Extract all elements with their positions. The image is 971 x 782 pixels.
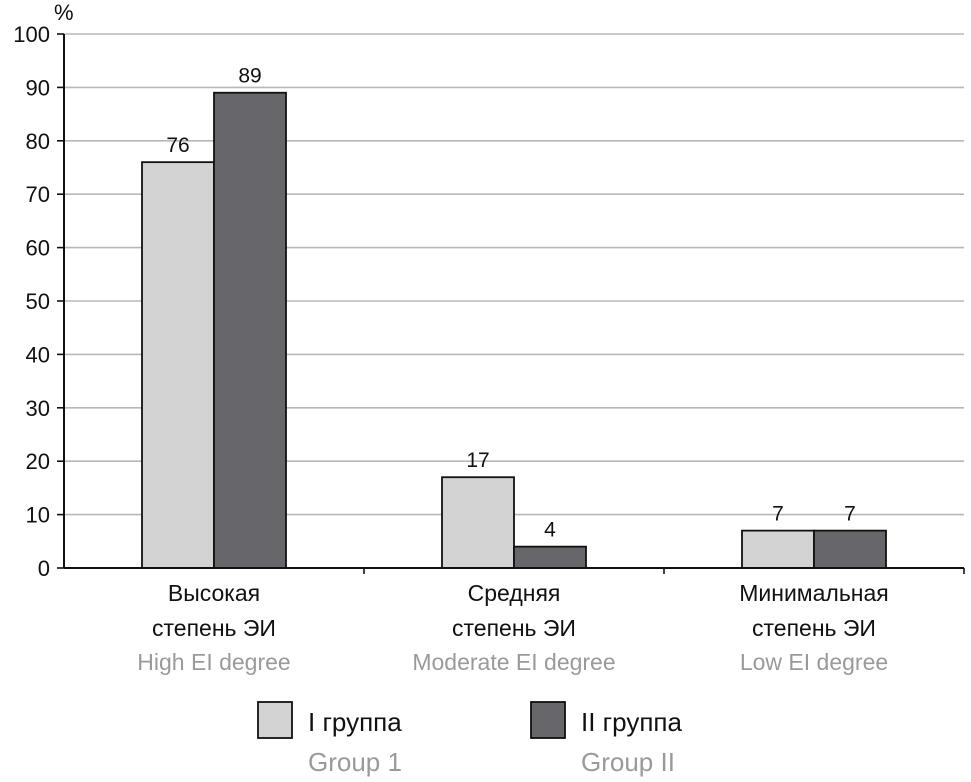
legend-label-en: Group II — [581, 747, 675, 777]
legend-swatch — [530, 701, 566, 739]
category-labels: Высокая степень ЭИ High EI degree Средняя ст… — [137, 580, 888, 675]
y-axis-label: % — [54, 0, 74, 25]
y-tick-label: 10 — [26, 503, 50, 528]
y-tick-labels: 0 10 20 30 40 50 60 70 80 90 100 — [13, 22, 50, 581]
y-tick-label: 20 — [26, 449, 50, 474]
bar-group-1 — [741, 529, 815, 569]
y-tick-label: 40 — [26, 342, 50, 367]
category-label: Средняя — [468, 580, 561, 606]
legend-label-en: Group 1 — [308, 747, 402, 777]
data-label: 7 — [844, 503, 856, 526]
axes — [57, 33, 965, 574]
data-label: 4 — [544, 519, 556, 542]
legend-label: I группа — [308, 707, 402, 737]
y-tick-label: 80 — [26, 129, 50, 154]
legend-swatch — [257, 701, 293, 739]
bar-group-2 — [513, 545, 587, 569]
y-tick-label: 0 — [38, 556, 50, 581]
category-label: степень ЭИ — [152, 615, 276, 641]
category-label-en: Low EI degree — [740, 649, 888, 675]
value-labels: 76 89 17 4 7 7 — [166, 65, 856, 542]
legend-label: II группа — [581, 707, 682, 737]
category-label: Минимальная — [739, 580, 889, 606]
data-label: 89 — [238, 65, 261, 88]
data-label: 7 — [772, 503, 784, 526]
y-tick-label: 100 — [13, 22, 50, 47]
data-label: 76 — [166, 134, 189, 157]
bar-group-1 — [141, 161, 215, 569]
category-label-en: Moderate EI degree — [412, 649, 615, 675]
y-tick-label: 70 — [26, 182, 50, 207]
bar-group-2 — [213, 91, 287, 569]
data-label: 17 — [466, 449, 489, 472]
y-tick-label: 60 — [26, 236, 50, 261]
category-label: степень ЭИ — [452, 615, 576, 641]
category-label-en: High EI degree — [137, 649, 290, 675]
legend: I группа Group 1 II группа Group II — [257, 701, 682, 777]
bars — [141, 91, 887, 569]
y-tick-label: 90 — [26, 75, 50, 100]
y-tick-label: 50 — [26, 289, 50, 314]
bar-group-2 — [813, 529, 887, 569]
bar-group-1 — [441, 476, 515, 569]
y-tick-label: 30 — [26, 396, 50, 421]
category-label: Высокая — [168, 580, 260, 606]
category-label: степень ЭИ — [752, 615, 876, 641]
